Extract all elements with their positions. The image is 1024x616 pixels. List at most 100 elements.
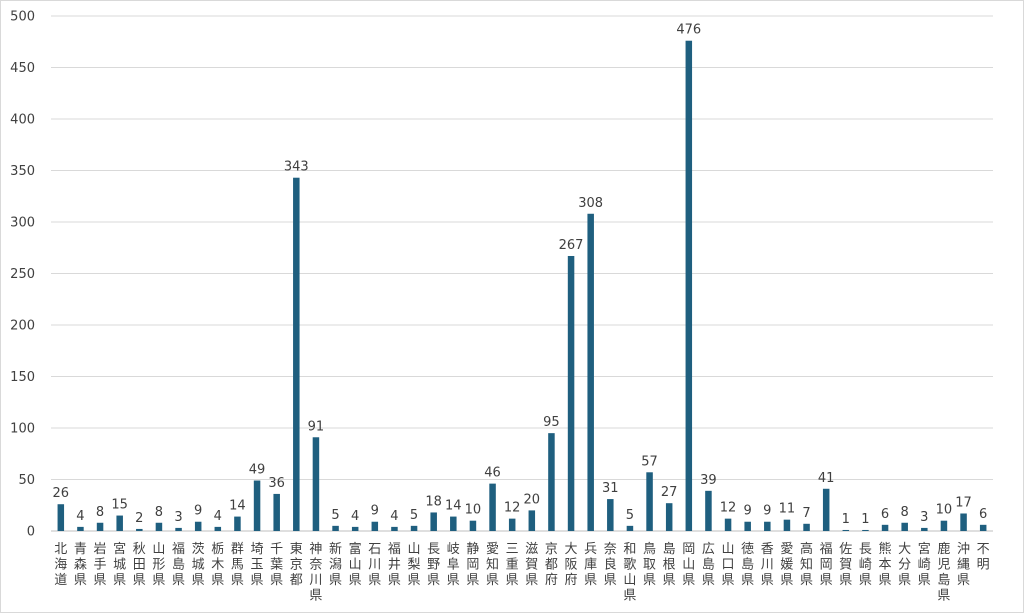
data-label: 476 <box>676 23 701 38</box>
x-tick-label: 神奈川県 <box>309 542 322 604</box>
bar <box>626 525 634 531</box>
x-tick-label: 滋賀県 <box>525 542 538 588</box>
data-label: 11 <box>779 502 796 517</box>
bar <box>548 433 555 531</box>
data-label: 9 <box>371 504 379 519</box>
bar <box>921 527 928 531</box>
bars <box>57 40 987 532</box>
data-label: 18 <box>425 494 442 509</box>
x-tick-label: 秋田県 <box>133 542 146 588</box>
x-tick-label: 高知県 <box>800 541 813 588</box>
x-tick-label: 福岡県 <box>820 542 833 588</box>
data-label: 6 <box>979 507 987 522</box>
data-label: 57 <box>641 454 658 469</box>
data-label: 308 <box>578 196 603 211</box>
x-tick-label: 茨城県 <box>192 542 205 588</box>
x-tick-label: 埼玉県 <box>251 542 264 588</box>
x-tick-label: 福島県 <box>172 542 185 588</box>
x-tick-label: 千葉県 <box>270 542 283 588</box>
data-label: 46 <box>484 466 501 481</box>
bar <box>665 503 673 531</box>
data-label: 7 <box>802 506 810 521</box>
bar <box>940 520 948 531</box>
bar <box>764 521 771 531</box>
x-tick-label: 宮城県 <box>113 541 126 588</box>
x-tick-label: 愛媛県 <box>780 542 793 588</box>
x-tick-label: 青森県 <box>74 542 87 588</box>
y-tick-label: 400 <box>10 113 35 128</box>
data-label: 17 <box>955 495 972 510</box>
y-tick-label: 250 <box>10 267 35 282</box>
bar <box>293 177 300 531</box>
x-tick-label: 大分県 <box>898 542 911 588</box>
data-label: 5 <box>331 508 339 523</box>
x-tick-label: 岐阜県 <box>447 542 460 588</box>
x-tick-label: 鳥取県 <box>643 542 656 588</box>
bar <box>116 515 123 531</box>
data-label: 36 <box>268 476 285 491</box>
data-label: 10 <box>936 503 953 518</box>
x-tick-label: 長崎県 <box>859 542 872 588</box>
data-label: 4 <box>351 509 359 524</box>
bar <box>979 524 987 531</box>
bar <box>960 513 967 531</box>
data-label: 9 <box>763 504 771 519</box>
data-label: 9 <box>744 504 752 519</box>
data-label: 31 <box>602 481 619 496</box>
x-tick-label: 長野県 <box>427 542 440 588</box>
bar <box>450 516 457 531</box>
data-label: 5 <box>410 508 418 523</box>
data-label: 49 <box>249 463 266 478</box>
x-tick-label: 和歌山県 <box>623 542 636 604</box>
x-tick-label: 栃木県 <box>211 542 224 588</box>
x-tick-label: 新潟県 <box>329 541 342 588</box>
bar <box>312 437 320 531</box>
y-tick-label: 450 <box>10 61 35 76</box>
data-label: 14 <box>445 499 462 514</box>
bar <box>214 526 222 531</box>
x-tick-label: 宮崎県 <box>918 541 931 588</box>
bar <box>705 490 712 531</box>
x-tick-label: 岡山県 <box>682 542 695 588</box>
gridlines <box>51 15 993 532</box>
data-label: 2 <box>135 511 143 526</box>
y-tick-label: 100 <box>10 422 35 437</box>
y-axis-ticks: 0 50 100 150 200 250 300 350 400 450 500 <box>10 10 35 540</box>
y-tick-label: 150 <box>10 370 35 385</box>
x-tick-label: 佐賀県 <box>839 542 852 588</box>
x-tick-label: 京都府 <box>545 542 558 588</box>
bar <box>607 499 614 531</box>
bar <box>332 525 339 531</box>
bar <box>881 524 889 531</box>
data-label: 6 <box>881 507 889 522</box>
bar <box>901 522 908 531</box>
data-label: 8 <box>901 505 909 520</box>
data-label: 4 <box>76 509 84 524</box>
x-tick-label: 奈良県 <box>604 542 617 588</box>
data-label: 3 <box>174 510 182 525</box>
bar <box>175 527 182 531</box>
bar <box>862 529 869 531</box>
data-label: 267 <box>559 238 584 253</box>
bar <box>744 521 751 531</box>
bar <box>77 526 84 531</box>
data-label: 12 <box>720 501 737 516</box>
bar <box>194 521 202 531</box>
x-tick-label: 静岡県 <box>466 542 479 588</box>
x-tick-label: 富山県 <box>349 541 362 588</box>
x-tick-label: 沖縄県 <box>957 542 970 588</box>
data-label: 39 <box>700 473 717 488</box>
data-label: 1 <box>861 512 869 527</box>
bar <box>234 516 241 531</box>
y-tick-label: 200 <box>10 319 35 334</box>
data-label: 12 <box>504 501 521 516</box>
bar <box>803 523 810 531</box>
x-tick-label: 福井県 <box>388 542 401 588</box>
x-tick-label: 石川県 <box>368 542 381 588</box>
y-tick-label: 350 <box>10 164 35 179</box>
bar <box>155 522 163 531</box>
bar <box>508 518 516 531</box>
bar <box>253 480 261 531</box>
